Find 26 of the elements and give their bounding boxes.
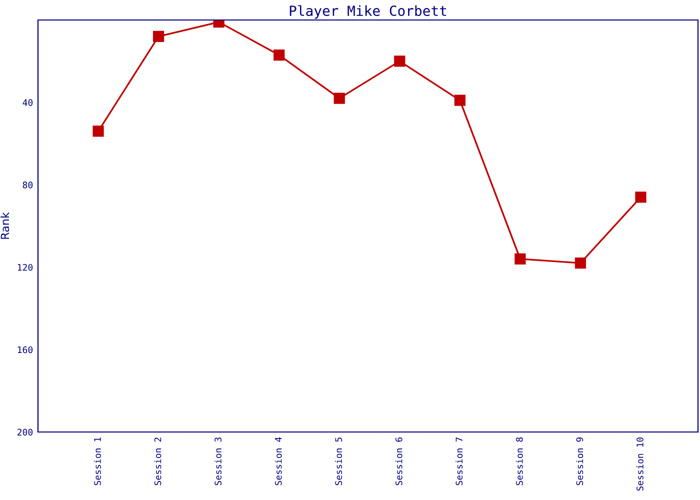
x-tick-label: Session 10 <box>636 437 644 491</box>
point <box>394 56 406 67</box>
point <box>514 253 526 265</box>
x-tick-label: Session 7 <box>456 438 463 486</box>
point <box>574 258 586 269</box>
y-tick-label: 200 <box>18 428 33 436</box>
point <box>274 49 285 61</box>
point <box>152 30 164 42</box>
x-tick-label: Session 4 <box>274 437 282 486</box>
point <box>635 192 646 203</box>
x-tick-label: Session 2 <box>154 438 162 486</box>
y-tick-label: 120 <box>18 264 33 271</box>
y-tick-label: 80 <box>22 182 33 188</box>
chart-title: Player Mike Corbett <box>290 5 446 19</box>
x-tick-label: Session 5 <box>335 438 342 486</box>
x-tick-label: Session 1 <box>94 437 101 486</box>
x-tick-label: Session 3 <box>214 438 222 486</box>
y-tick-label: 160 <box>18 346 33 354</box>
x-tick-label: Session 8 <box>516 437 523 486</box>
point <box>454 94 466 106</box>
point <box>92 126 104 137</box>
y-axis-title: Rank <box>0 212 10 239</box>
x-tick-label: Session 9 <box>576 437 584 486</box>
x-tick-label: Session 6 <box>395 437 402 486</box>
y-tick-label: 40 <box>22 99 33 106</box>
point <box>334 92 345 104</box>
